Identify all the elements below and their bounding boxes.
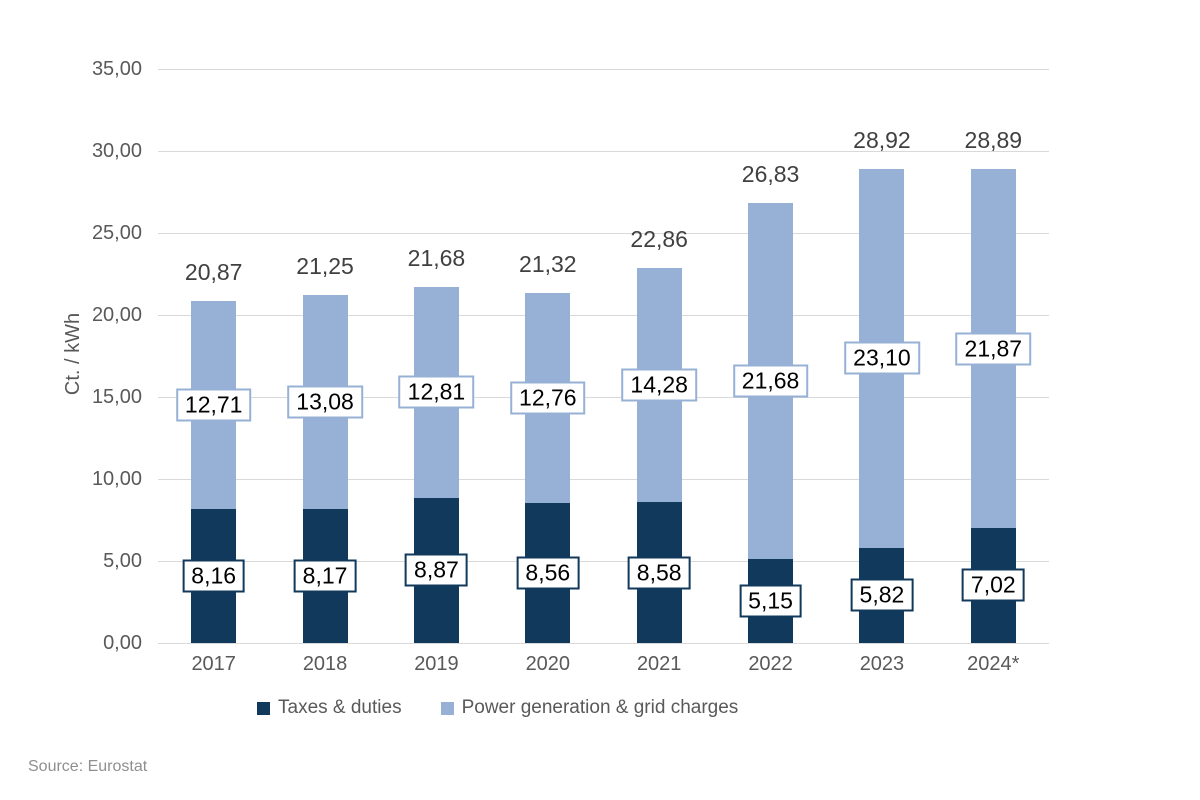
- power-swatch-icon: [440, 701, 454, 715]
- bar-total-label: 21,32: [519, 251, 577, 278]
- gridline: [158, 68, 1049, 70]
- bar-value-label: 12,81: [398, 375, 475, 409]
- x-axis-tick-label: 2023: [859, 653, 905, 675]
- gridline: [158, 642, 1049, 644]
- bar-value-label: 8,58: [627, 556, 691, 590]
- bar-total-label: 28,92: [853, 126, 911, 153]
- bar-total-label: 21,68: [407, 245, 466, 272]
- legend-label-power: Power generation & grid charges: [461, 697, 739, 718]
- bar-value-label: 5,15: [739, 584, 802, 618]
- y-axis-tick-label: 25,00: [91, 222, 142, 244]
- bar-value-label: 12,76: [510, 381, 586, 415]
- y-axis-tick-label: 10,00: [91, 468, 142, 490]
- y-axis-tick-label: 20,00: [91, 304, 142, 326]
- legend: Taxes & duties Power generation & grid c…: [257, 697, 738, 719]
- y-axis-tick-label: 30,00: [91, 140, 142, 162]
- bar-value-label: 12,71: [175, 388, 252, 422]
- x-axis-tick-label: 2018: [302, 653, 348, 675]
- bar-total-label: 21,25: [296, 252, 354, 279]
- x-axis-tick-label: 2017: [191, 653, 236, 675]
- x-axis-tick-label: 2019: [414, 653, 459, 675]
- bar-total-label: 26,83: [741, 160, 800, 187]
- bar-value-label: 21,68: [732, 364, 809, 398]
- bar-value-label: 8,17: [293, 559, 357, 593]
- bar-value-label: 14,28: [621, 368, 697, 402]
- bar-value-label: 23,10: [844, 341, 920, 375]
- bar-value-label: 8,56: [516, 556, 580, 590]
- x-axis-tick-label: 2024*: [967, 653, 1020, 675]
- bar-total-label: 22,86: [630, 226, 688, 253]
- y-axis-tick-label: 15,00: [91, 386, 142, 408]
- y-axis-tick-label: 35,00: [91, 58, 142, 80]
- gridline: [158, 396, 1049, 398]
- bar-value-label: 21,87: [955, 332, 1032, 366]
- bar-value-label: 7,02: [961, 568, 1025, 602]
- gridline: [158, 314, 1049, 316]
- x-axis-tick-label: 2022: [748, 653, 793, 675]
- bar-total-label: 28,89: [964, 127, 1023, 154]
- legend-item-taxes: Taxes & duties: [257, 697, 402, 719]
- bar-value-label: 13,08: [287, 385, 363, 419]
- x-axis-tick-label: 2020: [525, 653, 571, 675]
- bar-value-label: 5,82: [850, 578, 914, 612]
- legend-label-taxes: Taxes & duties: [278, 697, 402, 718]
- taxes-swatch-icon: [257, 701, 270, 715]
- y-axis-tick-label: 0,00: [103, 632, 142, 654]
- bar-value-label: 8,16: [182, 559, 246, 593]
- bar-total-label: 20,87: [184, 258, 243, 285]
- bar-value-label: 8,87: [405, 553, 468, 587]
- gridline: [158, 478, 1049, 480]
- gridline: [158, 232, 1049, 234]
- source-note: Source: Eurostat: [28, 758, 148, 775]
- gridline: [158, 560, 1049, 562]
- legend-item-power: Power generation & grid charges: [440, 697, 739, 719]
- gridline: [158, 150, 1049, 152]
- x-axis-tick-label: 2021: [636, 653, 682, 675]
- y-axis-tick-label: 5,00: [103, 550, 142, 572]
